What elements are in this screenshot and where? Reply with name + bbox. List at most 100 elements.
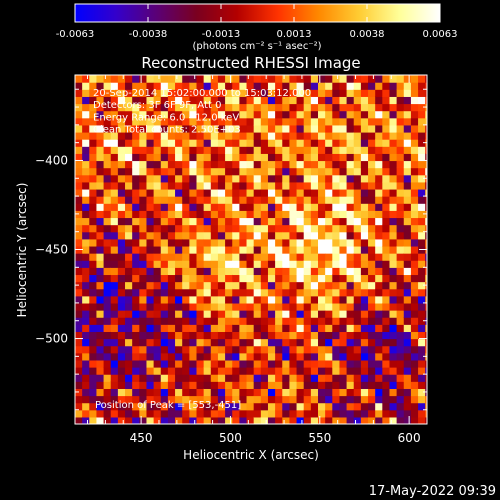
heatmap-cell (275, 96, 283, 105)
heatmap-cell (160, 281, 169, 290)
heatmap-cell (132, 203, 140, 211)
heatmap-cell (153, 388, 162, 397)
heatmap-cell (396, 146, 405, 154)
heatmap-cell (360, 224, 369, 233)
heatmap-cell (182, 231, 190, 240)
heatmap-cell (175, 331, 183, 340)
heatmap-cell (332, 374, 341, 382)
heatmap-cell (389, 188, 398, 197)
heatmap-cell (82, 75, 90, 83)
heatmap-cell (117, 302, 126, 311)
heatmap-cell (289, 338, 298, 347)
heatmap-cell (182, 82, 190, 90)
heatmap-cell (382, 274, 391, 283)
heatmap-cell (153, 196, 162, 204)
heatmap-cell (260, 124, 269, 133)
heatmap-cell (110, 260, 119, 268)
heatmap-cell (303, 82, 312, 90)
heatmap-cell (110, 110, 119, 119)
heatmap-cell (132, 374, 140, 382)
heatmap-cell (246, 302, 255, 311)
heatmap-cell (396, 167, 405, 176)
heatmap-cell (139, 267, 148, 276)
heatmap-cell (103, 188, 112, 197)
heatmap-cell (139, 131, 148, 140)
heatmap-cell (275, 409, 283, 418)
heatmap-cell (260, 203, 269, 211)
heatmap-cell (375, 110, 383, 119)
heatmap-cell (82, 89, 90, 97)
heatmap-cell (232, 75, 240, 83)
heatmap-cell (153, 110, 162, 119)
heatmap-cell (296, 302, 305, 311)
heatmap-cell (332, 146, 341, 154)
heatmap-cell (160, 110, 169, 119)
heatmap-cell (403, 352, 412, 361)
heatmap-cell (210, 381, 219, 389)
heatmap-cell (368, 381, 376, 389)
heatmap-cell (289, 302, 298, 311)
heatmap-cell (132, 324, 140, 333)
heatmap-cell (175, 253, 183, 261)
heatmap-cell (167, 110, 176, 119)
heatmap-cell (132, 238, 140, 247)
heatmap-cell (146, 188, 155, 197)
heatmap-cell (403, 253, 412, 261)
heatmap-cell (117, 381, 126, 389)
heatmap-cell (225, 395, 233, 404)
heatmap-cell (375, 131, 383, 140)
heatmap-cell (346, 288, 355, 297)
heatmap-cell (368, 181, 376, 190)
heatmap-cell (396, 231, 405, 240)
heatmap-cell (260, 260, 269, 268)
heatmap-cell (225, 181, 233, 190)
heatmap-cell (175, 188, 183, 197)
heatmap-cell (153, 231, 162, 240)
heatmap-cell (132, 395, 140, 404)
heatmap-cell (203, 181, 212, 190)
heatmap-cell (275, 124, 283, 133)
heatmap-cell (425, 196, 427, 204)
heatmap-cell (425, 203, 427, 211)
heatmap-cell (139, 345, 148, 354)
heatmap-cell (253, 188, 262, 197)
heatmap-cell (210, 196, 219, 204)
heatmap-cell (332, 381, 341, 389)
heatmap-cell (260, 82, 269, 90)
heatmap-cell (303, 75, 312, 83)
heatmap-cell (160, 103, 169, 112)
heatmap-cell (182, 131, 190, 140)
heatmap-cell (360, 89, 369, 97)
heatmap-cell (117, 253, 126, 261)
heatmap-cell (125, 210, 133, 219)
heatmap-cell (275, 174, 283, 183)
heatmap-cell (332, 331, 341, 340)
heatmap-cell (232, 181, 240, 190)
heatmap-cell (282, 196, 291, 204)
heatmap-cell (260, 345, 269, 354)
heatmap-cell (346, 367, 355, 375)
heatmap-cell (75, 381, 83, 389)
heatmap-cell (217, 381, 226, 389)
heatmap-cell (232, 103, 240, 112)
heatmap-cell (167, 131, 176, 140)
heatmap-cell (275, 345, 283, 354)
heatmap-cell (203, 352, 212, 361)
heatmap-cell (210, 310, 219, 318)
heatmap-cell (346, 217, 355, 226)
x-axis-label: Heliocentric X (arcsec) (183, 448, 319, 462)
heatmap-cell (210, 82, 219, 90)
heatmap-cell (396, 274, 405, 283)
heatmap-cell (310, 146, 319, 154)
heatmap-cell (232, 367, 240, 375)
heatmap-cell (132, 253, 140, 261)
heatmap-cell (332, 89, 341, 97)
heatmap-cell (410, 224, 419, 233)
heatmap-cell (260, 352, 269, 361)
heatmap-cell (82, 352, 90, 361)
heatmap-cell (325, 217, 333, 226)
heatmap-cell (368, 82, 376, 90)
heatmap-cell (239, 82, 248, 90)
heatmap-cell (225, 374, 233, 382)
heatmap-cell (75, 196, 83, 204)
